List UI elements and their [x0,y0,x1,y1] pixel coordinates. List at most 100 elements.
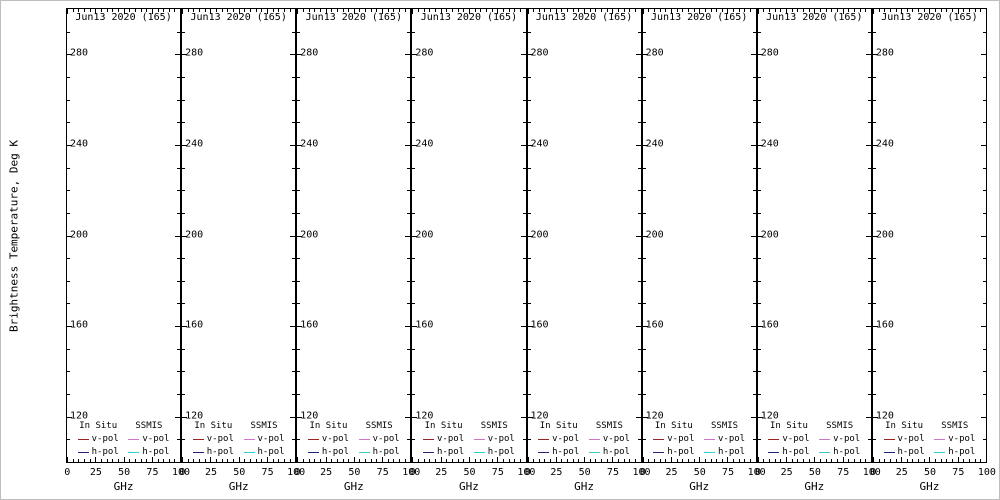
x-minor-tick-mark [331,459,333,462]
y-tick-label: 160 [875,319,894,331]
x-minor-tick-mark [331,9,333,12]
y-tick-mark [290,54,296,56]
x-minor-tick-mark [308,9,310,12]
x-tick-label: 100 [747,467,766,478]
y-tick-label: 160 [185,319,204,331]
x-minor-tick-mark [393,459,395,462]
x-tick-mark [786,457,788,462]
y-minor-tick-mark [867,99,871,101]
x-tick-mark [353,9,355,14]
x-minor-tick-mark [491,459,493,462]
plot-panel: Jun13 2020 (165) In Situ v-pol h-pol SSM… [410,8,535,493]
x-minor-tick-mark [906,9,908,12]
y-minor-tick-mark [637,348,641,350]
x-tick-mark [640,457,642,462]
insitu-hpol-line-swatch [423,452,435,453]
y-minor-tick-mark [407,99,411,101]
x-tick-mark [412,9,414,14]
y-tick-mark [757,416,763,418]
y-minor-tick-mark [527,439,531,441]
y-minor-tick-mark [297,167,301,169]
legend-label-hpol: h-pol [602,447,630,457]
x-tick-mark [67,9,68,14]
x-minor-tick-mark [227,459,229,462]
y-tick-label: 200 [530,229,549,240]
y-minor-tick-mark [642,303,646,305]
y-minor-tick-mark [407,31,411,33]
x-minor-tick-mark [418,459,420,462]
y-minor-tick-mark [752,371,756,373]
y-tick-mark [865,326,871,328]
y-minor-tick-mark [983,280,986,282]
x-minor-tick-mark [659,459,661,462]
ssmis-hpol-line-swatch [704,452,715,453]
x-tick-mark [699,457,701,462]
x-minor-tick-mark [319,9,321,12]
y-minor-tick-mark [182,303,186,305]
legend-col-ssmis: SSMIS v-pol h-pol [358,420,400,459]
legend-label-hpol: h-pol [142,447,170,457]
y-minor-tick-mark [297,394,301,396]
x-tick-label: 75 [722,467,735,478]
y-minor-tick-mark [637,371,641,373]
x-tick-mark [786,9,788,14]
x-minor-tick-mark [618,459,619,462]
legend: In Situ v-pol h-pol SSMIS v-pol [759,420,870,459]
x-minor-tick-mark [923,9,925,12]
x-minor-tick-mark [808,459,810,462]
y-minor-tick-mark [872,76,876,78]
y-minor-tick-mark [983,348,986,350]
x-minor-tick-mark [572,459,574,462]
x-minor-tick-mark [146,9,148,12]
y-tick-mark [405,144,411,146]
x-minor-tick-mark [676,459,678,462]
x-tick-mark [353,457,355,462]
legend-item-insitu-vpol: v-pol [307,433,349,446]
x-axis-title: GHz [343,480,364,493]
legend-label-vpol: v-pol [91,434,119,444]
ssmis-hpol-line-swatch [243,452,255,453]
y-tick-label: 240 [70,138,89,150]
insitu-hpol-line-swatch [192,452,204,453]
x-minor-tick-mark [451,459,453,462]
y-minor-tick-mark [637,439,641,441]
x-minor-tick-mark [533,9,535,12]
x-minor-tick-mark [308,459,310,462]
x-minor-tick-mark [319,459,321,462]
y-minor-tick-mark [752,99,756,101]
legend-header-ssmis: SSMIS [826,421,854,431]
y-minor-tick-mark [177,212,181,214]
x-tick-label: 25 [204,467,218,478]
y-minor-tick-mark [292,190,296,192]
x-tick-mark [182,457,184,462]
x-minor-tick-mark [567,9,569,12]
y-minor-tick-mark [412,76,416,78]
x-tick-mark [642,457,644,462]
y-tick-label: 160 [300,319,319,331]
y-tick-label: 200 [185,229,204,240]
x-minor-tick-mark [889,9,891,12]
legend-label-vpol: v-pol [487,434,515,444]
y-tick-mark [182,54,188,56]
x-minor-tick-mark [204,9,206,12]
y-minor-tick-mark [637,394,641,396]
x-minor-tick-mark [199,459,201,462]
x-minor-tick-mark [336,459,338,462]
y-minor-tick-mark [872,280,876,282]
x-minor-tick-mark [157,9,159,12]
y-minor-tick-mark [983,122,986,124]
x-minor-tick-mark [912,9,914,12]
x-minor-tick-mark [780,459,782,462]
x-minor-tick-mark [750,9,752,12]
legend-label-vpol: v-pol [602,434,630,444]
x-minor-tick-mark [199,9,201,12]
x-minor-tick-mark [836,459,838,462]
x-minor-tick-mark [233,459,235,462]
y-minor-tick-mark [527,280,531,282]
x-tick-mark [901,457,903,462]
y-minor-tick-mark [182,190,186,192]
y-minor-tick-mark [407,280,411,282]
y-tick-mark [412,326,418,328]
x-minor-tick-mark [606,9,608,12]
y-tick-mark [412,144,418,146]
